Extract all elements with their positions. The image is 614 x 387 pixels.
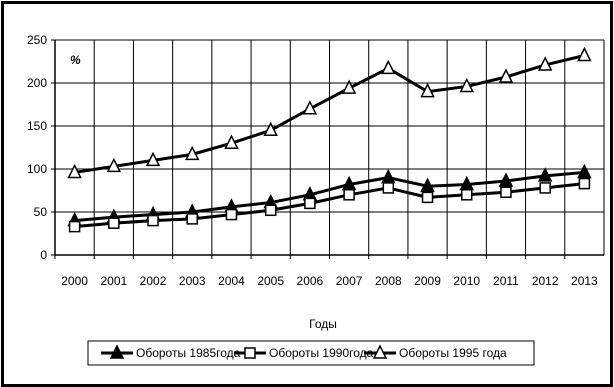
- y-tick-label: 150: [27, 119, 47, 133]
- series-layer: [67, 46, 592, 233]
- data-point: [420, 177, 435, 192]
- data-point: [498, 68, 514, 83]
- legend: Обороты 1985года Обороты 1990года Обороты …: [87, 340, 535, 366]
- series-line: [74, 170, 585, 223]
- data-point: [421, 191, 434, 204]
- legend-label: Обороты 1995 года: [399, 346, 507, 360]
- y-tick-label: 200: [27, 76, 47, 90]
- data-point: [381, 168, 396, 184]
- x-tick-label: 2006: [297, 274, 324, 288]
- x-tick-label: 2010: [453, 274, 480, 288]
- y-tick-label: 0: [40, 248, 47, 262]
- x-tick-label: 2002: [140, 274, 167, 288]
- data-point: [108, 217, 120, 229]
- series-2: [68, 177, 591, 233]
- data-point: [341, 79, 357, 94]
- data-point: [147, 214, 159, 227]
- y-tick-label: 250: [27, 33, 47, 47]
- x-tick-label: 2009: [414, 274, 441, 288]
- x-tick-label: 2012: [532, 274, 559, 288]
- x-tick-label: 2001: [100, 274, 127, 288]
- x-tick-label: 2000: [61, 274, 88, 288]
- legend-marker: [372, 344, 388, 359]
- data-point: [539, 182, 551, 194]
- legend-item-3: Обороты 1995 года: [364, 344, 507, 360]
- y-tick-label: 50: [34, 205, 48, 219]
- data-point: [224, 134, 239, 149]
- legend-marker: [109, 344, 125, 359]
- data-point: [343, 189, 355, 201]
- data-point: [106, 157, 122, 173]
- x-tick-label: 2005: [257, 274, 284, 288]
- series-3: [67, 46, 592, 179]
- x-tick-label: 2004: [218, 274, 245, 288]
- legend-label: Обороты 1985года: [136, 346, 241, 360]
- data-point: [500, 186, 512, 198]
- data-point: [381, 59, 396, 75]
- axes: [51, 39, 604, 259]
- data-point: [461, 189, 473, 201]
- chart-svg: 0 50 100 150 200 250 2000 2001 2002 2003 2004 2005 2…: [27, 33, 605, 366]
- data-point: [225, 208, 238, 221]
- data-point: [420, 82, 435, 98]
- data-point: [185, 145, 200, 161]
- data-point: [304, 197, 316, 210]
- data-point: [67, 163, 82, 179]
- legend-item-1: Обороты 1985года: [101, 344, 241, 360]
- data-point: [537, 56, 553, 71]
- y-unit-label: %: [70, 53, 81, 67]
- data-point: [459, 77, 474, 93]
- data-point: [145, 151, 161, 167]
- legend-marker: [244, 347, 256, 359]
- x-tick-label: 2007: [336, 274, 363, 288]
- legend-item-2: Обороты 1990года: [234, 346, 374, 360]
- x-tick-label: 2011: [493, 274, 519, 288]
- data-point: [577, 46, 592, 62]
- x-tick-label: 2013: [571, 274, 598, 288]
- data-point: [263, 121, 278, 137]
- data-point: [578, 177, 591, 190]
- data-point: [68, 220, 81, 233]
- legend-box: [87, 340, 535, 366]
- legend-label: Обороты 1990года: [269, 346, 374, 360]
- data-point: [537, 167, 553, 182]
- y-tick-label: 100: [27, 162, 47, 176]
- series-line: [74, 54, 585, 174]
- series-line: [74, 182, 585, 229]
- x-tick-label: 2008: [375, 274, 402, 288]
- data-point: [302, 100, 318, 115]
- data-point: [577, 163, 592, 179]
- data-point: [186, 213, 198, 225]
- data-point: [264, 204, 277, 217]
- data-point: [382, 182, 395, 194]
- x-axis-title: Годы: [309, 317, 337, 331]
- tick-labels: 0 50 100 150 200 250 2000 2001 2002 2003 2004 2005 2…: [27, 33, 598, 288]
- data-point: [498, 172, 514, 187]
- x-tick-label: 2003: [179, 274, 206, 288]
